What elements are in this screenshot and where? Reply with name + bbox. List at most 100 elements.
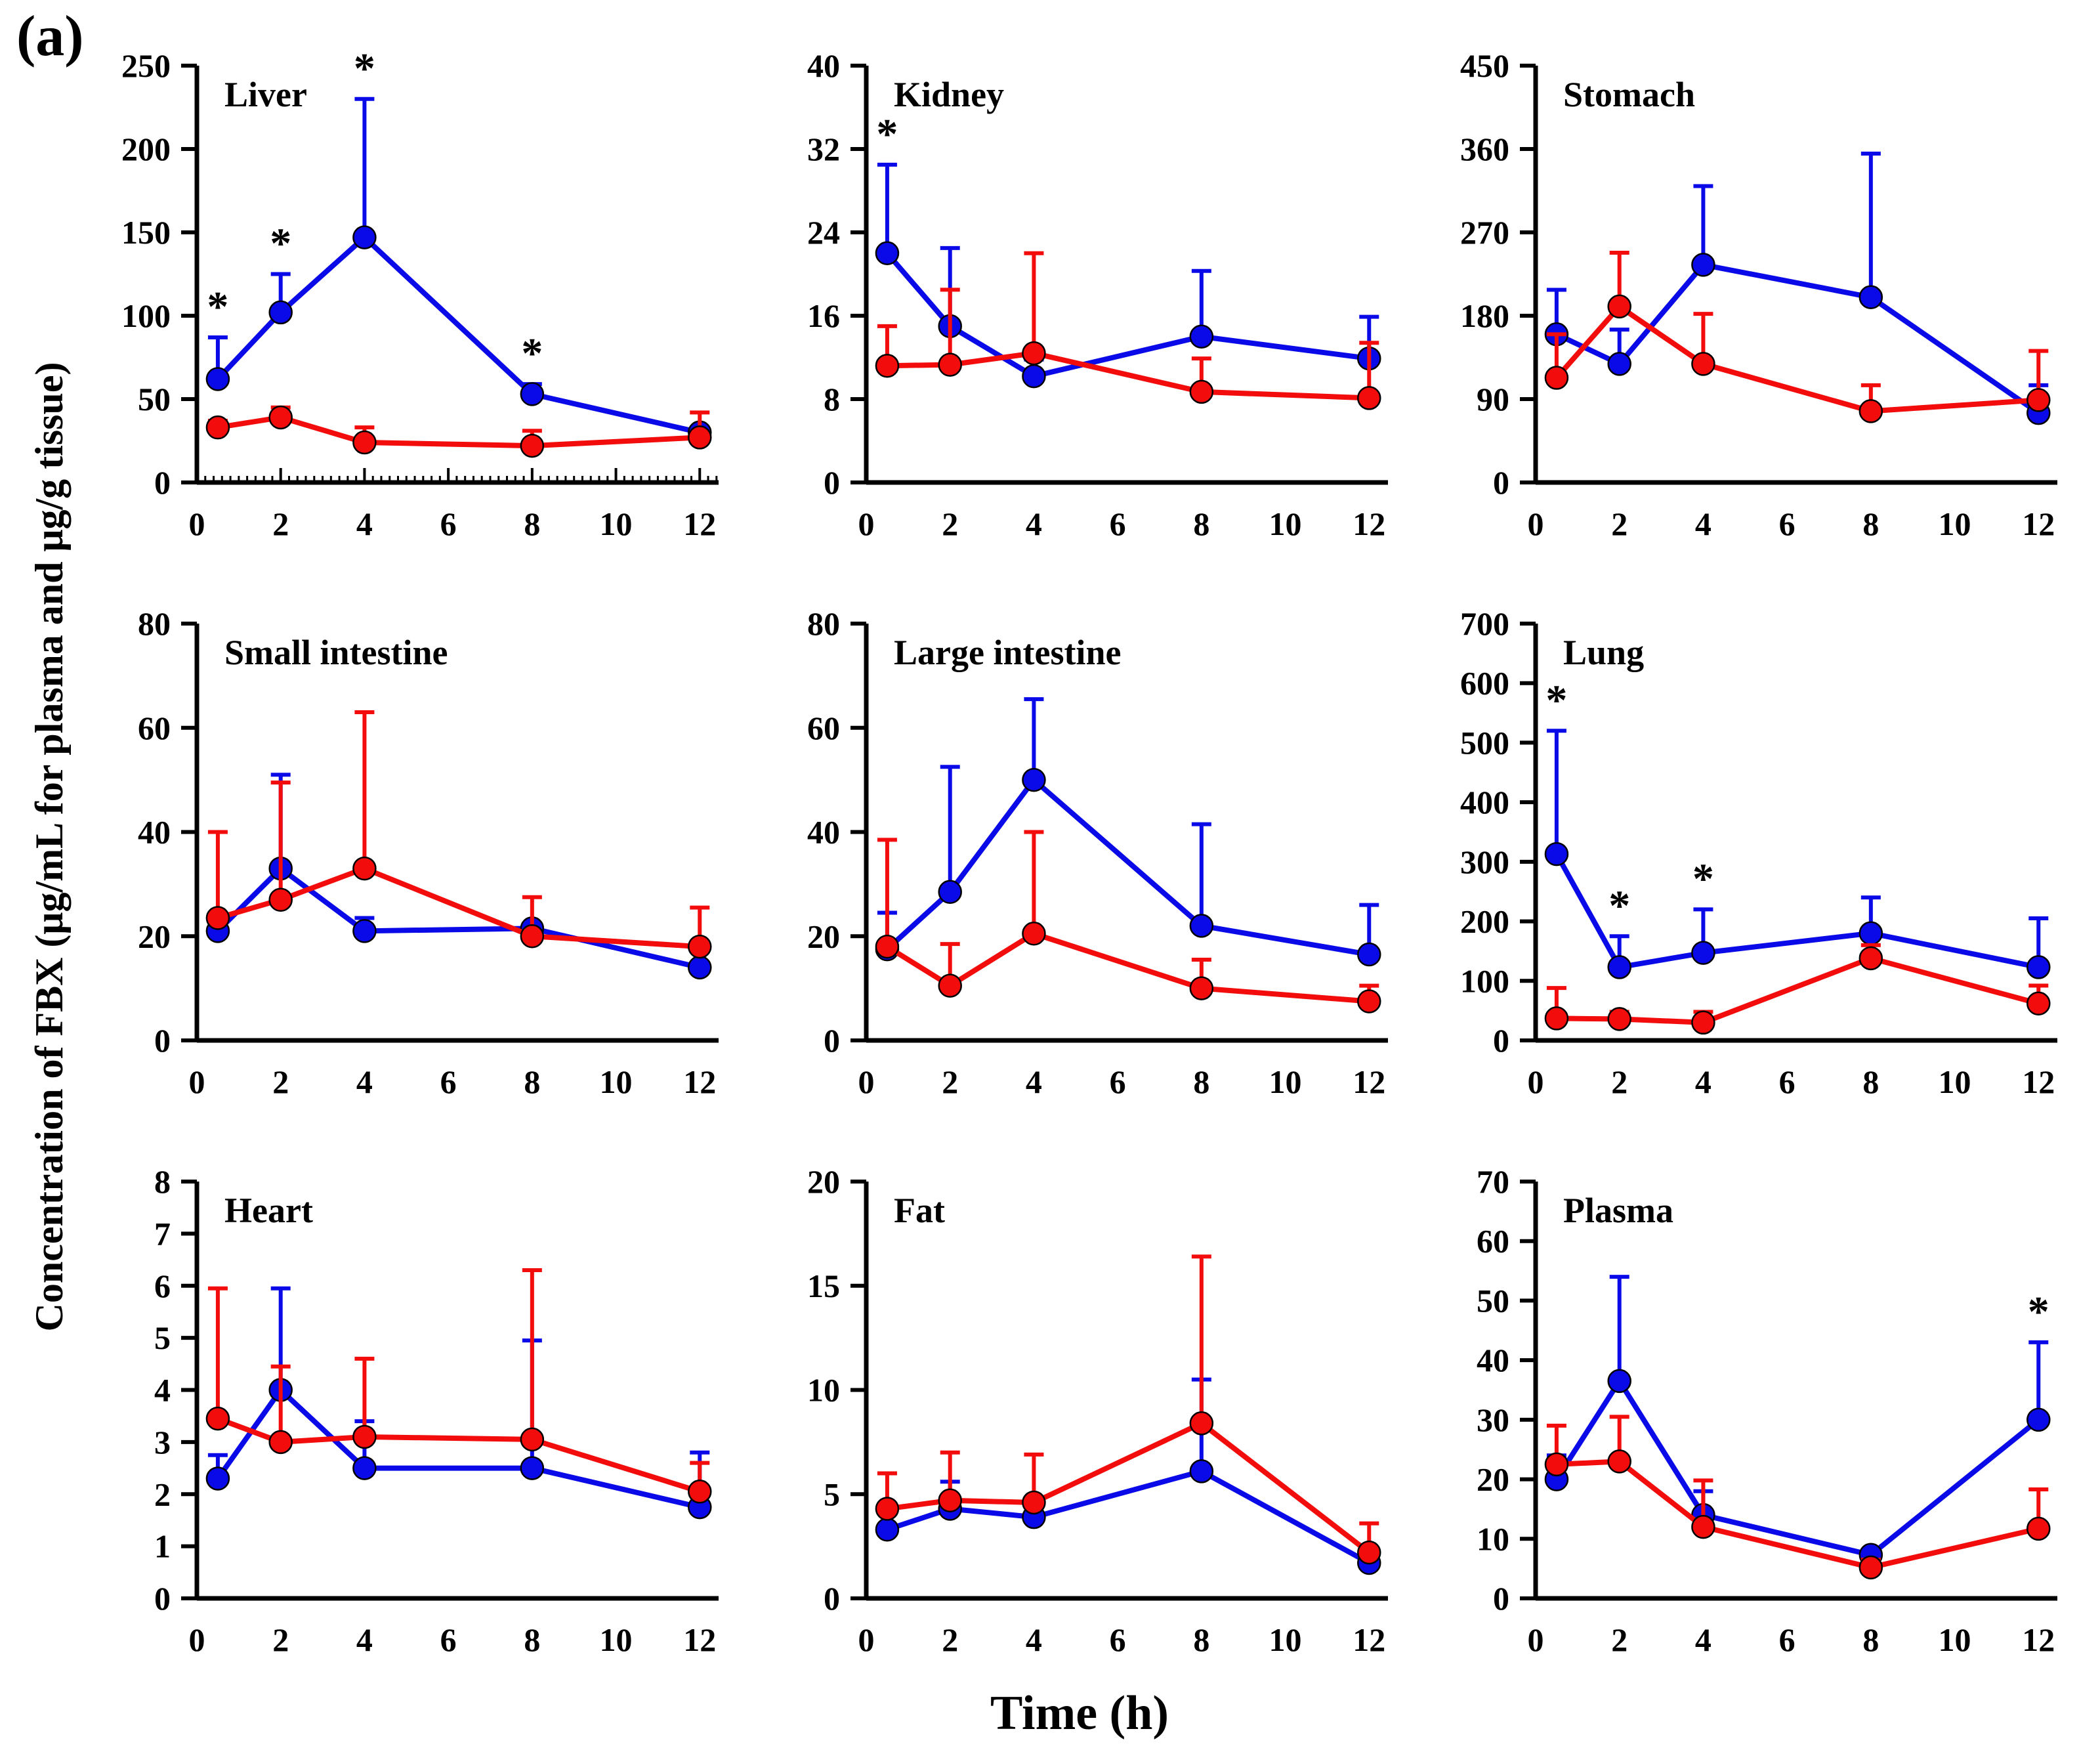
y-tick-label: 270 bbox=[1460, 214, 1509, 251]
x-tick-label: 12 bbox=[2022, 1063, 2055, 1100]
data-point-blue bbox=[205, 1466, 230, 1491]
x-tick-label: 0 bbox=[189, 505, 205, 542]
x-tick-label: 6 bbox=[1110, 505, 1126, 542]
y-tick-label: 7 bbox=[154, 1215, 171, 1252]
data-point-red bbox=[938, 352, 962, 377]
x-tick-label: 0 bbox=[1528, 1621, 1544, 1658]
data-point-red bbox=[1189, 976, 1214, 1000]
series-line-blue bbox=[886, 1468, 1371, 1566]
data-point-red bbox=[1858, 399, 1883, 423]
y-tick-label: 8 bbox=[824, 381, 840, 417]
x-tick-label: 0 bbox=[1528, 1063, 1544, 1100]
x-axis-label: Time (h) bbox=[990, 1686, 1169, 1740]
data-point-red bbox=[1607, 1449, 1631, 1474]
y-tick-label: 4 bbox=[154, 1372, 171, 1409]
y-tick-label: 50 bbox=[1477, 1282, 1509, 1319]
significance-asterisk: * bbox=[876, 110, 898, 158]
data-point-blue bbox=[1189, 1459, 1214, 1483]
data-point-red bbox=[1189, 379, 1214, 404]
data-point-blue bbox=[352, 1456, 377, 1480]
x-tick-label: 12 bbox=[683, 505, 716, 542]
x-tick-label: 12 bbox=[1353, 1063, 1385, 1100]
y-tick-label: 0 bbox=[154, 464, 171, 501]
x-tick-label: 0 bbox=[1528, 505, 1544, 542]
chart-title: Heart bbox=[224, 1191, 313, 1230]
panel-label: (a) bbox=[16, 5, 84, 68]
data-point-blue bbox=[875, 1517, 900, 1542]
y-tick-label: 60 bbox=[1477, 1223, 1509, 1260]
data-point-red bbox=[1357, 386, 1381, 410]
series-line-red bbox=[887, 1420, 1371, 1555]
chart-stomach: 0 90 180 270 360 450 0 2 4 6 8 10 12 Stomach bbox=[1418, 13, 2080, 571]
data-point-red bbox=[1858, 1555, 1883, 1580]
y-tick-label: 20 bbox=[807, 918, 840, 954]
x-tick-label: 4 bbox=[1026, 1621, 1042, 1658]
data-point-red bbox=[1022, 341, 1046, 366]
x-tick-label: 6 bbox=[440, 1063, 457, 1100]
chart-title: Kidney bbox=[894, 75, 1004, 114]
chart-svg-fat: 0 5 10 15 20 0 2 4 6 8 10 12 Fat bbox=[807, 1163, 1388, 1658]
x-tick-label: 2 bbox=[942, 1621, 958, 1658]
data-point-red bbox=[2026, 1516, 2051, 1541]
y-tick-label: 40 bbox=[1477, 1342, 1509, 1378]
y-tick-label: 200 bbox=[1460, 903, 1509, 940]
x-tick-label: 10 bbox=[1269, 1063, 1302, 1100]
data-point-red bbox=[520, 1427, 545, 1452]
y-tick-label: 360 bbox=[1460, 131, 1509, 167]
chart-liver: 0 50 100 150 200 250 0 2 4 6 8 10 12 Liver * * * * bbox=[79, 13, 742, 571]
x-tick-label: 6 bbox=[1779, 505, 1796, 542]
x-tick-label: 6 bbox=[1779, 1621, 1796, 1658]
data-point-blue bbox=[1607, 1369, 1631, 1394]
series-red bbox=[875, 830, 1381, 1014]
x-tick-label: 0 bbox=[189, 1621, 205, 1658]
y-tick-label: 40 bbox=[807, 814, 840, 851]
y-tick-label: 20 bbox=[1477, 1461, 1509, 1498]
x-tick-label: 8 bbox=[1193, 505, 1209, 542]
series-red bbox=[205, 1268, 712, 1504]
x-tick-label: 6 bbox=[1110, 1063, 1126, 1100]
y-tick-label: 0 bbox=[154, 1022, 171, 1059]
data-point-red bbox=[875, 353, 900, 378]
data-point-red bbox=[520, 433, 545, 458]
x-tick-label: 10 bbox=[1269, 1621, 1302, 1658]
data-point-red bbox=[688, 934, 712, 959]
significance-asterisk: * bbox=[1545, 676, 1567, 724]
chart-title: Small intestine bbox=[224, 633, 448, 672]
x-tick-label: 4 bbox=[356, 505, 373, 542]
charts-grid: 0 50 100 150 200 250 0 2 4 6 8 10 12 Liver * * * * 0 8 16 24 3… bbox=[79, 13, 2080, 1687]
chart-title: Large intestine bbox=[894, 633, 1121, 672]
y-tick-label: 2 bbox=[154, 1476, 171, 1512]
chart-large-intestine: 0 20 40 60 80 0 2 4 6 8 10 12 Large intestine bbox=[748, 571, 1411, 1129]
y-tick-label: 32 bbox=[807, 131, 840, 167]
x-tick-label: 6 bbox=[440, 1621, 457, 1658]
y-tick-label: 6 bbox=[154, 1268, 171, 1304]
x-tick-label: 8 bbox=[524, 505, 540, 542]
y-tick-label: 200 bbox=[121, 131, 171, 167]
x-tick-label: 2 bbox=[942, 1063, 958, 1100]
x-tick-label: 6 bbox=[1110, 1621, 1126, 1658]
series-line-red bbox=[217, 1416, 701, 1495]
x-tick-label: 2 bbox=[1611, 505, 1628, 542]
x-tick-label: 12 bbox=[683, 1063, 716, 1100]
y-tick-label: 24 bbox=[807, 214, 840, 251]
x-tick-label: 8 bbox=[1862, 1621, 1879, 1658]
chart-svg-plasma: 0 10 20 30 40 50 60 70 0 2 4 6 8 10 12 Plasma * bbox=[1477, 1163, 2057, 1658]
x-tick-label: 12 bbox=[683, 1621, 716, 1658]
data-point-red bbox=[875, 1497, 900, 1521]
chart-svg-liver: 0 50 100 150 200 250 0 2 4 6 8 10 12 Liver * * * * bbox=[121, 45, 719, 542]
data-point-red bbox=[1357, 989, 1381, 1014]
series-blue bbox=[875, 697, 1381, 967]
x-tick-label: 10 bbox=[1939, 505, 1971, 542]
y-tick-label: 0 bbox=[1493, 1580, 1509, 1617]
data-point-blue bbox=[268, 300, 293, 325]
x-tick-label: 12 bbox=[2022, 1621, 2055, 1658]
data-point-red bbox=[2026, 991, 2051, 1016]
data-point-blue bbox=[1189, 914, 1214, 938]
data-point-blue bbox=[875, 241, 900, 265]
data-point-red bbox=[1189, 1411, 1214, 1436]
data-point-blue bbox=[1691, 941, 1715, 965]
chart-plasma: 0 10 20 30 40 50 60 70 0 2 4 6 8 10 12 Plasma * bbox=[1418, 1129, 2080, 1687]
data-point-red bbox=[352, 430, 377, 455]
